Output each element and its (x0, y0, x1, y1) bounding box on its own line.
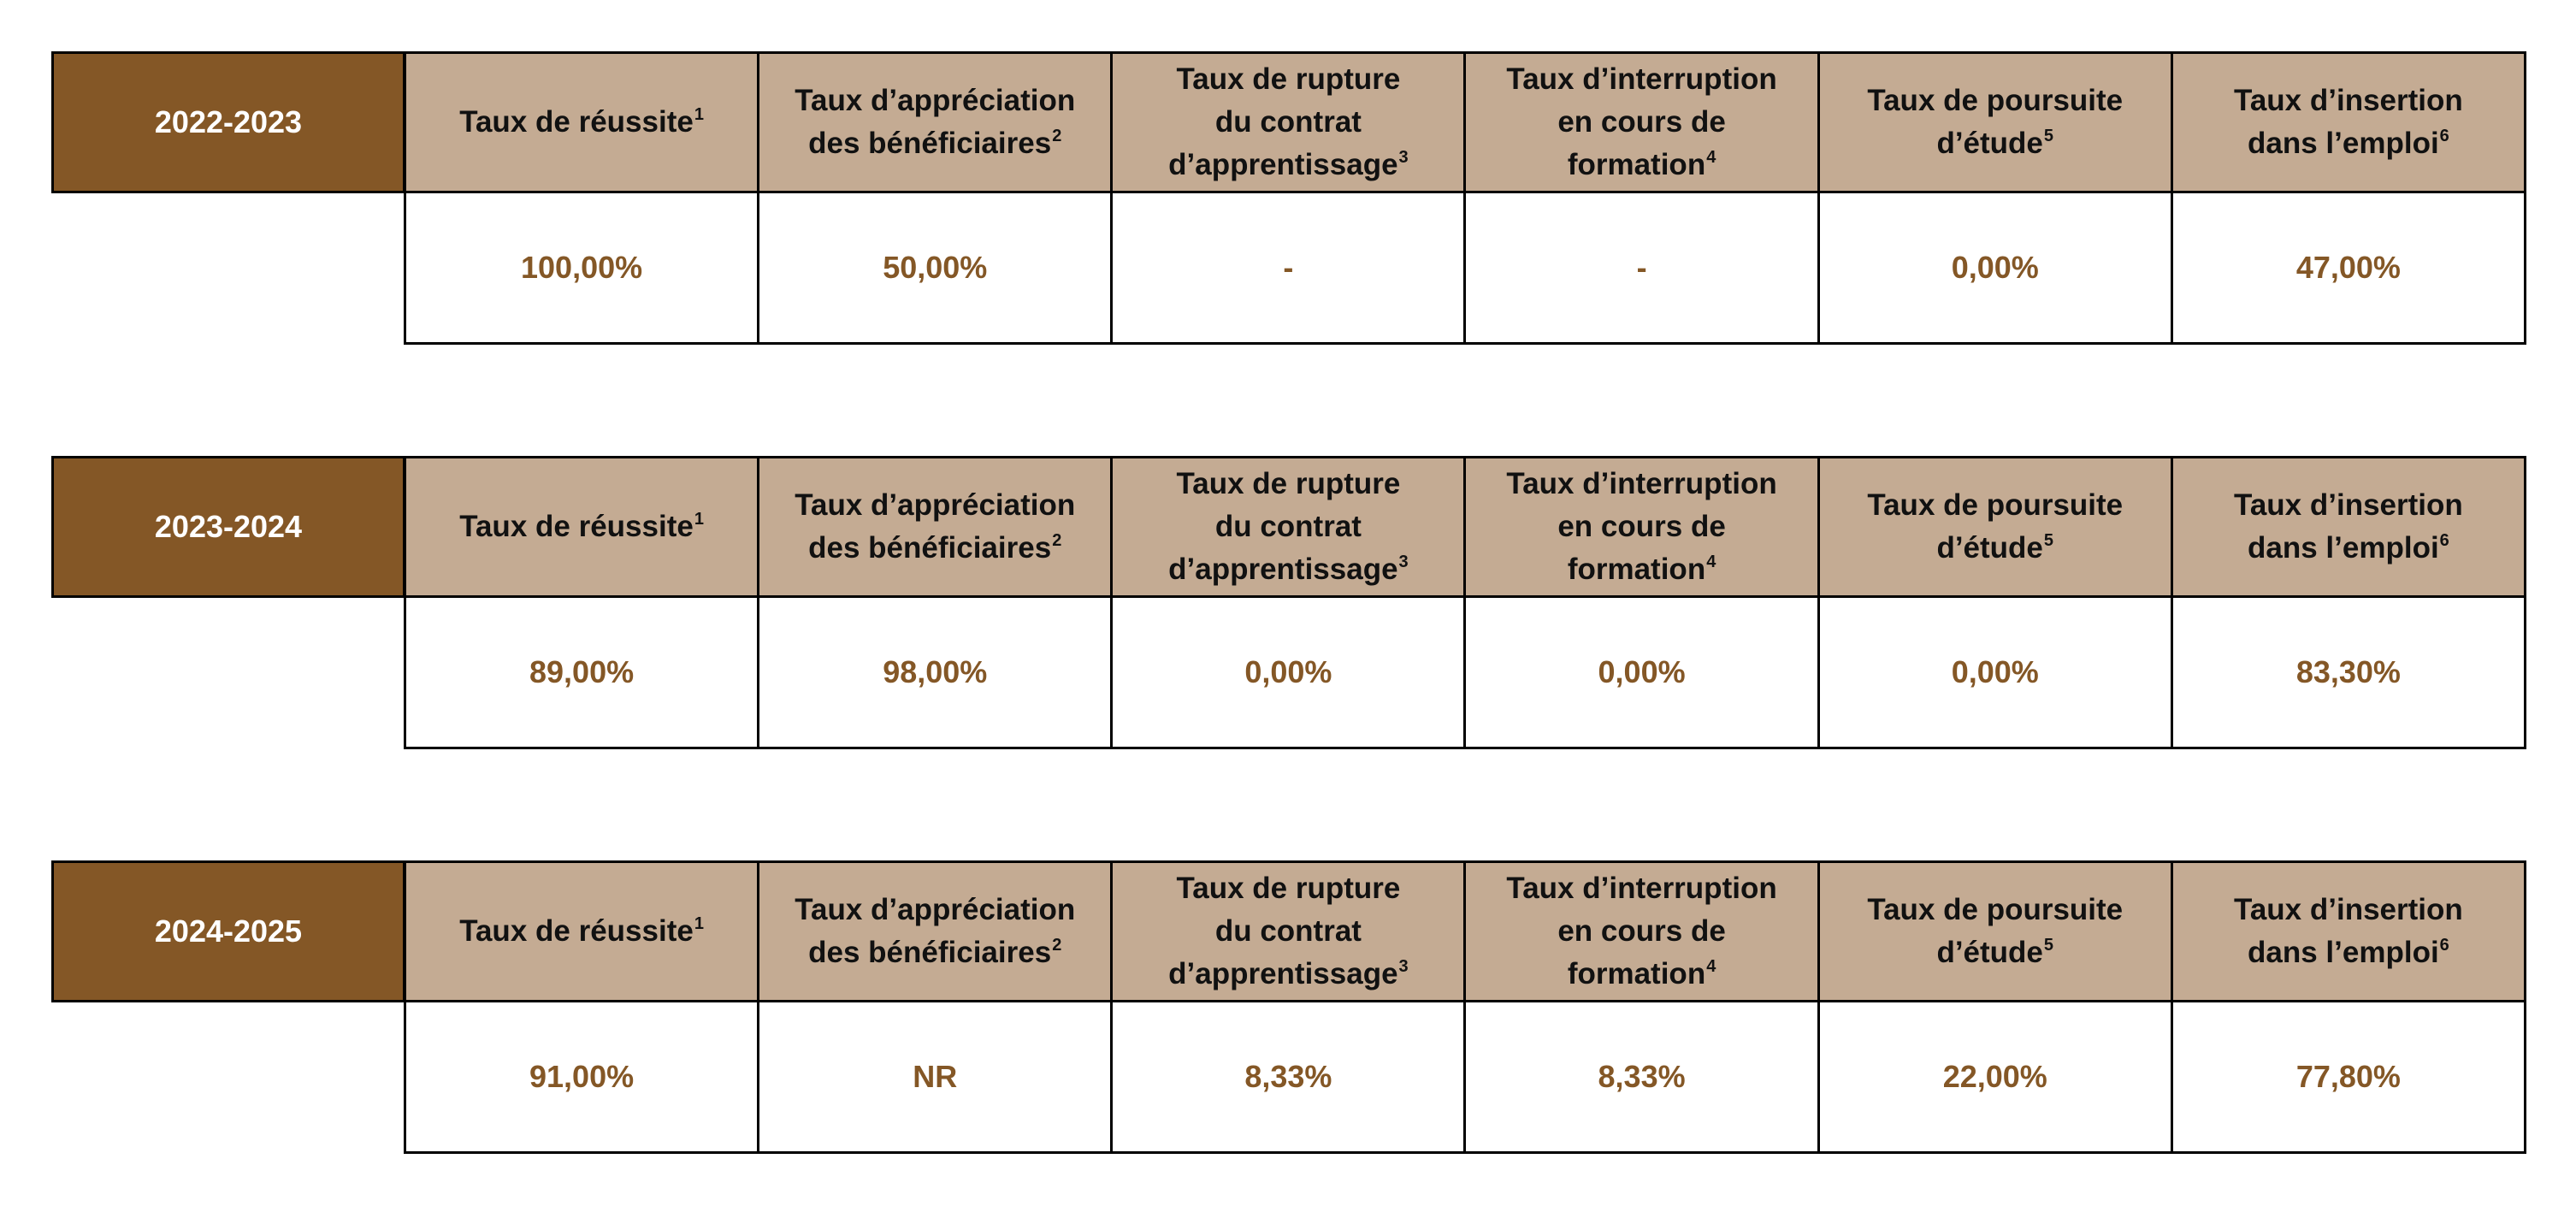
header-taux-poursuite: Taux de poursuite d’étude5 (1819, 458, 2173, 598)
header-taux-reussite: Taux de réussite1 (406, 458, 760, 598)
header-taux-poursuite: Taux de poursuite d’étude5 (1819, 54, 2173, 193)
indicators-grid: Taux de réussite1 Taux d’appréciation des… (404, 456, 2526, 749)
value-taux-appreciation: 98,00% (759, 598, 1114, 749)
header-taux-interruption: Taux d’interruption en cours de formation4 (1466, 54, 1820, 193)
value-taux-interruption: 0,00% (1466, 598, 1820, 749)
value-taux-poursuite: 0,00% (1819, 598, 2173, 749)
value-taux-poursuite: 0,00% (1819, 193, 2173, 345)
value-taux-insertion: 83,30% (2172, 598, 2526, 749)
value-taux-insertion: 77,80% (2172, 1002, 2526, 1154)
value-taux-reussite: 89,00% (406, 598, 760, 749)
value-taux-reussite: 91,00% (406, 1002, 760, 1154)
header-taux-interruption: Taux d’interruption en cours de formation4 (1466, 863, 1820, 1002)
indicators-grid: Taux de réussite1 Taux d’appréciation des… (404, 860, 2526, 1154)
value-taux-interruption: 8,33% (1466, 1002, 1820, 1154)
header-taux-poursuite: Taux de poursuite d’étude5 (1819, 863, 2173, 1002)
value-taux-interruption: - (1466, 193, 1820, 345)
header-taux-reussite: Taux de réussite1 (406, 863, 760, 1002)
value-taux-rupture: 8,33% (1113, 1002, 1467, 1154)
value-taux-appreciation: NR (759, 1002, 1114, 1154)
value-taux-rupture: - (1113, 193, 1467, 345)
value-taux-rupture: 0,00% (1113, 598, 1467, 749)
value-taux-insertion: 47,00% (2172, 193, 2526, 345)
year-label: 2023-2024 (51, 456, 405, 598)
header-taux-insertion: Taux d’insertion dans l’emploi6 (2172, 54, 2526, 193)
header-taux-appreciation: Taux d’appréciation des bénéficiaires2 (759, 863, 1114, 1002)
header-taux-appreciation: Taux d’appréciation des bénéficiaires2 (759, 458, 1114, 598)
header-taux-interruption: Taux d’interruption en cours de formation4 (1466, 458, 1820, 598)
value-taux-poursuite: 22,00% (1819, 1002, 2173, 1154)
header-taux-insertion: Taux d’insertion dans l’emploi6 (2172, 863, 2526, 1002)
header-taux-reussite: Taux de réussite1 (406, 54, 760, 193)
header-taux-rupture: Taux de rupture du contrat d’apprentissage… (1113, 863, 1467, 1002)
header-taux-insertion: Taux d’insertion dans l’emploi6 (2172, 458, 2526, 598)
header-taux-rupture: Taux de rupture du contrat d’apprentissage… (1113, 54, 1467, 193)
value-taux-appreciation: 50,00% (759, 193, 1114, 345)
header-taux-appreciation: Taux d’appréciation des bénéficiaires2 (759, 54, 1114, 193)
indicators-grid: Taux de réussite1 Taux d’appréciation des… (404, 51, 2526, 345)
value-taux-reussite: 100,00% (406, 193, 760, 345)
header-taux-rupture: Taux de rupture du contrat d’apprentissage… (1113, 458, 1467, 598)
year-label: 2022-2023 (51, 51, 405, 193)
year-label: 2024-2025 (51, 860, 405, 1002)
